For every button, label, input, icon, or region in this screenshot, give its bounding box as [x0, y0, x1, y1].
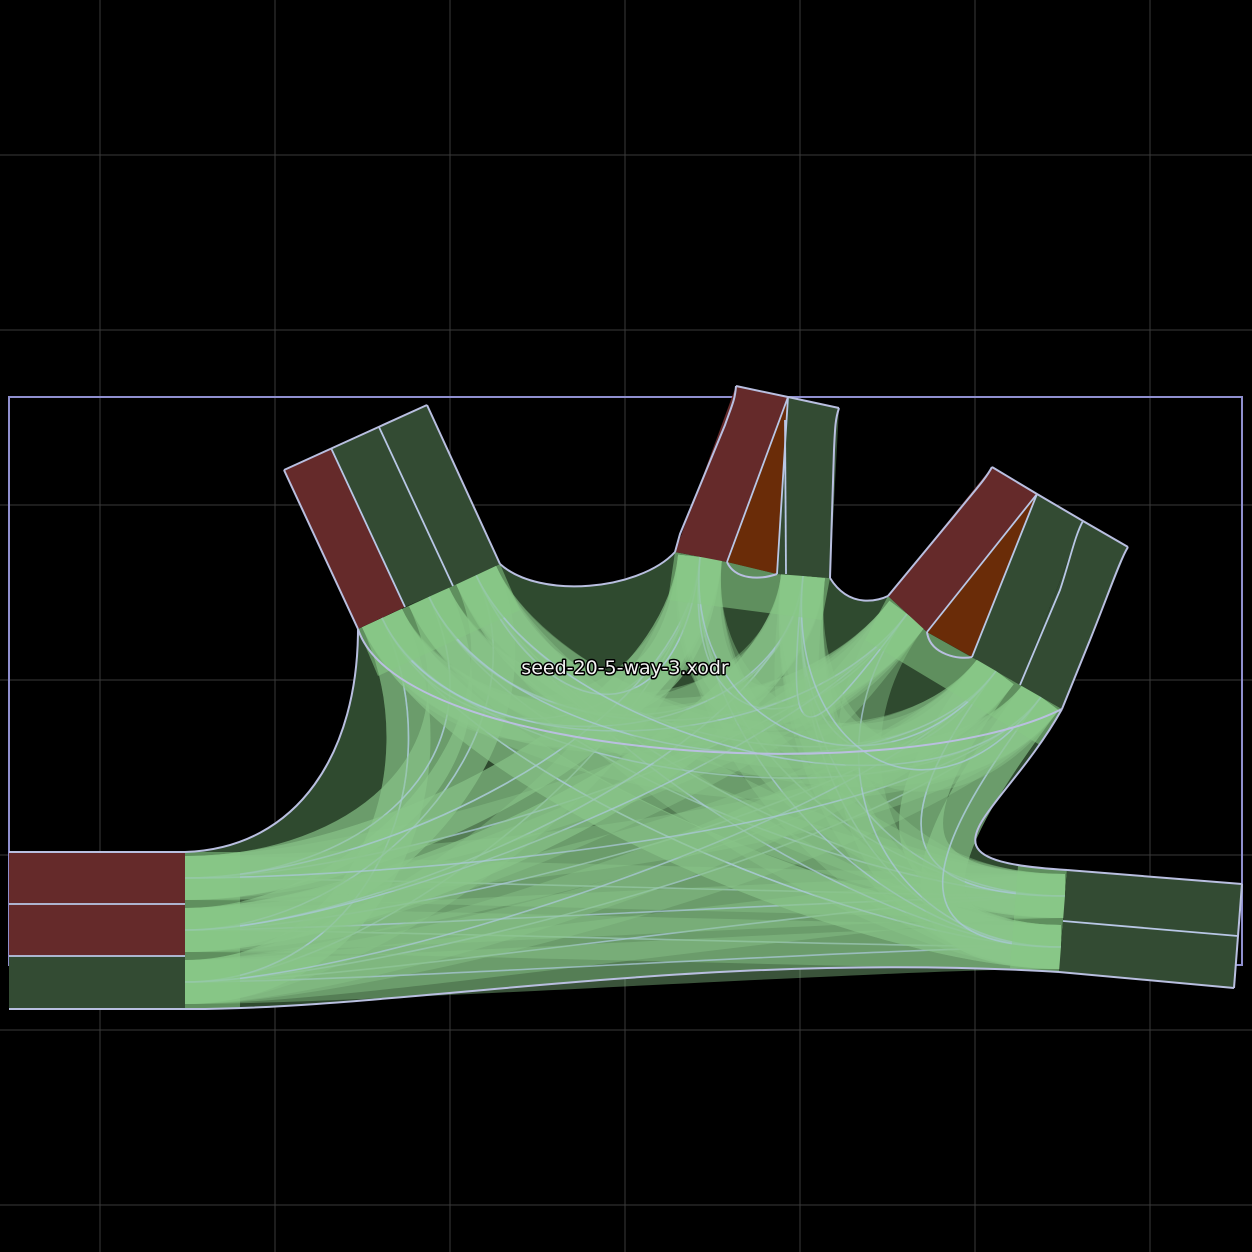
- connecting-lane-boundary: [475, 556, 701, 696]
- lane-incoming-north-1: [675, 386, 788, 562]
- connecting-lane-boundary: [800, 575, 997, 753]
- lane-incoming-west-2: [9, 904, 185, 956]
- junction-outer-boundary: [184, 551, 1068, 1011]
- lane-outgoing-east-2: [1059, 921, 1238, 988]
- lane-boundary: [991, 466, 1129, 548]
- lane-boundary: [1066, 869, 1243, 885]
- road-arm-northeast: [887, 466, 1129, 710]
- connecting-lane-boundary: [184, 556, 701, 879]
- lane-boundary: [776, 396, 789, 575]
- connecting-lane-boundary: [428, 596, 997, 755]
- connecting-lane-boundary: [381, 556, 701, 720]
- lane-boundary: [1019, 520, 1084, 686]
- connecting-lane-boundary: [184, 613, 908, 879]
- junction-entry-patch: [185, 852, 240, 1009]
- lane-boundary: [1058, 971, 1235, 989]
- lane-outgoing-west-1: [9, 956, 185, 1009]
- lane-incoming-northwest-1: [284, 448, 405, 629]
- connecting-lane-boundary: [184, 696, 1042, 879]
- lane-boundary: [784, 419, 787, 575]
- lane-boundary: [1233, 883, 1243, 989]
- lane-incoming-west-1: [9, 852, 185, 904]
- lane-boundary: [674, 385, 737, 553]
- file-label: seed-20-5-way-3.xodr: [521, 657, 729, 679]
- lane-outgoing-east-1: [1063, 870, 1242, 936]
- connecting-lane-boundary: [475, 574, 1042, 767]
- connecting-lane-boundary: [381, 613, 908, 732]
- lane-outgoing-northeast-2: [1020, 521, 1128, 709]
- connecting-lane-boundary: [800, 575, 1042, 771]
- lane-boundary: [1062, 920, 1239, 937]
- connecting-lane-boundary: [698, 556, 997, 747]
- connecting-lane-boundary: [942, 696, 1062, 948]
- lane-boundary: [426, 404, 501, 565]
- road-arm-west: [9, 851, 185, 1010]
- connecting-lane-boundary: [184, 895, 1066, 931]
- connecting-lane-boundary: [857, 613, 1062, 948]
- lane-outgoing-north-1: [777, 397, 839, 578]
- lane-outgoing-northwest-1: [331, 427, 453, 607]
- connecting-lane-boundary: [184, 895, 1066, 983]
- connecting-lane-boundary: [381, 617, 1062, 948]
- lane-outgoing-northeast-1: [972, 494, 1083, 685]
- lane-turn-northeast-1: [927, 494, 1037, 657]
- lane-outgoing-northwest-2: [379, 405, 500, 586]
- lane-boundary: [330, 447, 406, 608]
- connecting-lane-boundary: [475, 574, 1062, 948]
- lane-boundary: [887, 466, 993, 597]
- lane-boundary: [726, 396, 789, 563]
- connecting-lane-boundary: [795, 575, 908, 718]
- lane-boundary: [283, 404, 428, 471]
- lane-boundary: [1061, 546, 1129, 710]
- road-arm-northwest: [283, 404, 501, 630]
- connecting-lane-boundary: [184, 574, 495, 931]
- connecting-lane-boundary: [184, 877, 1066, 897]
- junction-area: [184, 552, 1067, 1010]
- connecting-lane-boundary: [920, 670, 1066, 897]
- lane-boundary: [971, 493, 1038, 658]
- connecting-lane-boundary: [184, 617, 410, 983]
- road-arm-east: [1058, 869, 1243, 989]
- lane-boundary: [735, 385, 840, 409]
- road-arm-north: [674, 385, 840, 579]
- lane-turn-north-1: [727, 397, 788, 574]
- connecting-lane-boundary: [184, 670, 997, 931]
- lane-boundary: [926, 493, 1038, 633]
- connecting-lane-boundary: [184, 613, 908, 931]
- lane-boundary: [283, 469, 359, 630]
- connecting-lane-boundary: [184, 670, 997, 983]
- lane-boundary: [378, 426, 454, 587]
- lane-incoming-northeast-1: [888, 467, 1037, 632]
- junction-entry-patch: [865, 596, 1062, 745]
- junction-entry-patch: [668, 552, 830, 620]
- lane-boundary: [829, 407, 840, 579]
- connecting-lane-boundary: [697, 556, 908, 710]
- junction-entry-patch: [358, 564, 520, 676]
- connecting-lane-boundary: [184, 946, 1062, 983]
- junction-entry-patch: [1010, 866, 1067, 972]
